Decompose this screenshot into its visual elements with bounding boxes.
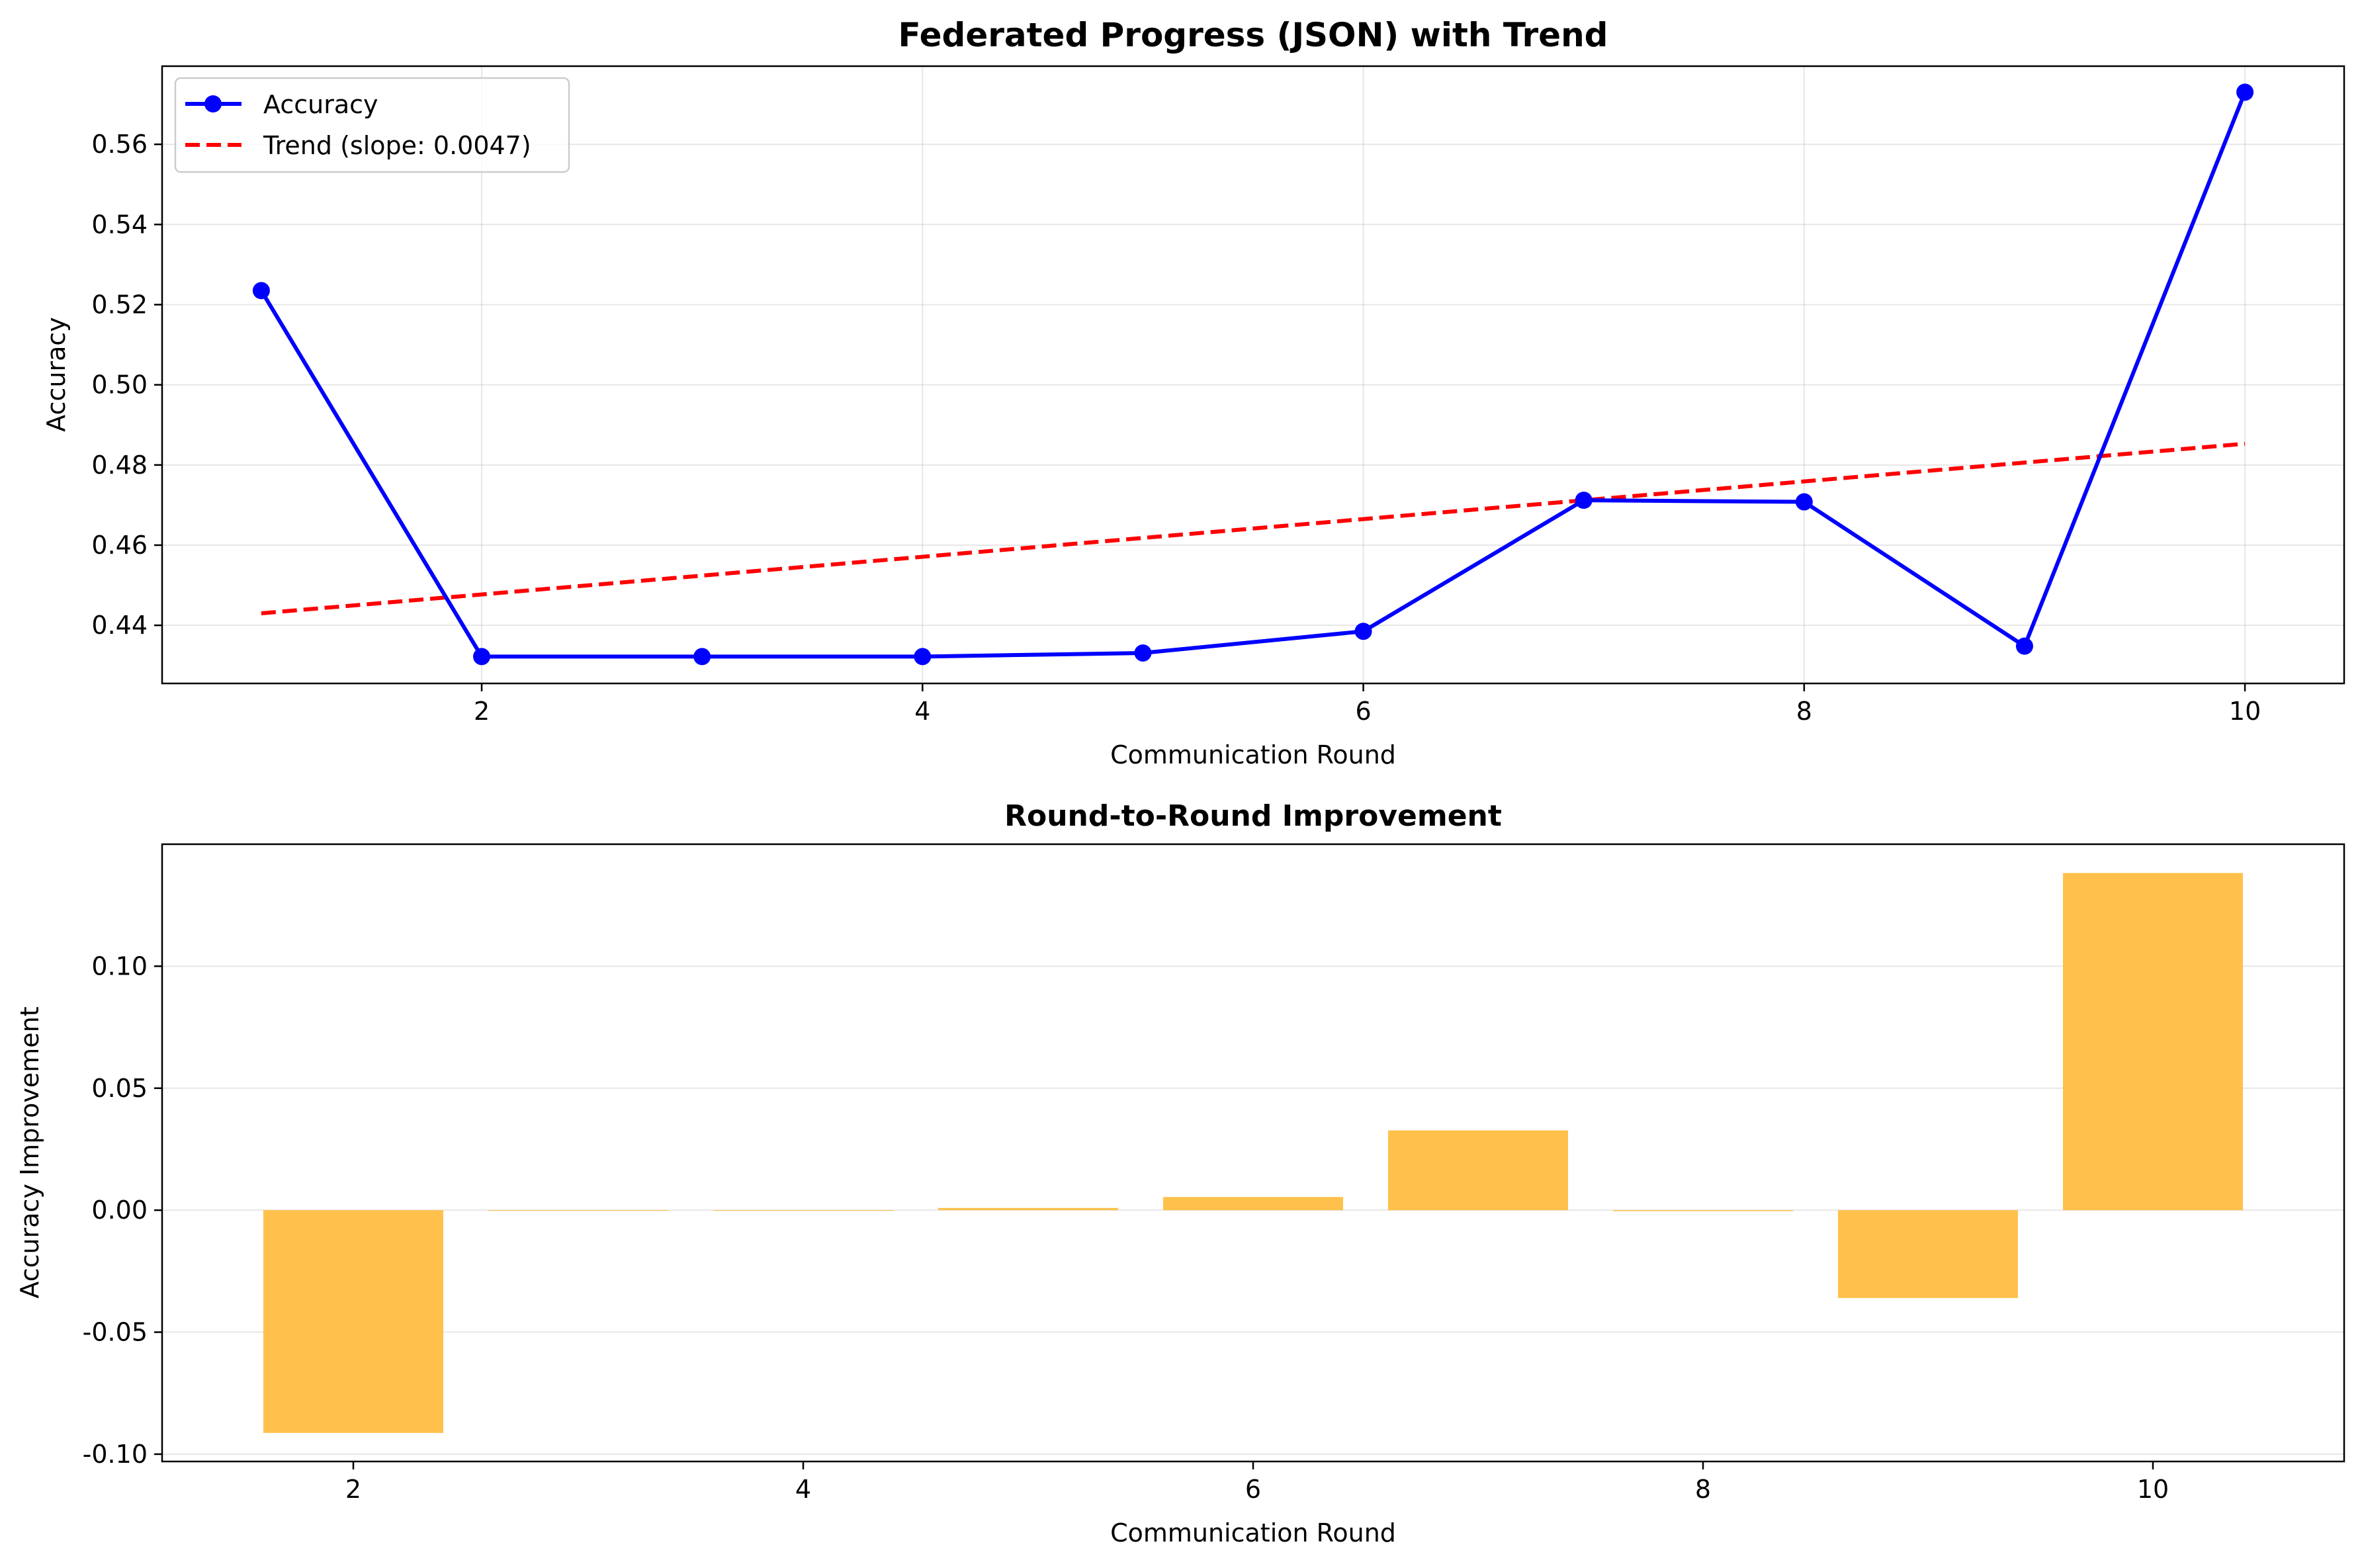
y-tick-label: 0.54 <box>91 210 148 239</box>
x-tick-label: 2 <box>345 1475 361 1504</box>
y-axis-ticks: -0.10 -0.05 0.00 0.05 0.10 <box>83 951 162 1469</box>
y-axis-label: Accuracy <box>42 317 71 432</box>
accuracy-point <box>693 648 711 666</box>
y-tick-label: 0.00 <box>91 1196 148 1225</box>
plot-area-background <box>162 844 2344 1461</box>
bar <box>488 1210 668 1211</box>
improvement-bar-chart: 2 4 6 8 10 -0.10 -0.05 0.00 0.05 0.10 Round-to-R… <box>15 799 2345 1547</box>
y-tick-label: -0.10 <box>83 1440 148 1469</box>
accuracy-point <box>473 648 491 666</box>
trend-line <box>261 441 2246 615</box>
x-tick-label: 10 <box>2137 1475 2169 1504</box>
bar <box>263 1210 443 1433</box>
bar <box>1163 1197 1343 1211</box>
y-tick-label: 0.52 <box>91 290 148 319</box>
accuracy-point <box>914 648 932 666</box>
x-axis-label: Communication Round <box>1110 1518 1396 1547</box>
bars <box>263 873 2243 1433</box>
bar <box>1388 1130 1568 1211</box>
x-axis-ticks: 2 4 6 8 10 <box>474 683 2261 726</box>
bar <box>1838 1210 2018 1298</box>
x-tick-label: 4 <box>914 697 930 726</box>
x-axis-ticks: 2 4 6 8 10 <box>345 1461 2169 1504</box>
legend: Accuracy Trend (slope: 0.0047) <box>174 77 570 173</box>
chart-title: Federated Progress (JSON) with Trend <box>898 16 1608 54</box>
y-tick-label: 0.44 <box>91 611 148 640</box>
y-tick-label: 0.56 <box>91 130 148 159</box>
legend-box <box>174 77 570 173</box>
accuracy-point <box>2015 637 2033 655</box>
x-tick-label: 10 <box>2229 697 2261 726</box>
bar <box>938 1207 1118 1211</box>
accuracy-point <box>1795 493 1813 511</box>
y-axis-label: Accuracy Improvement <box>15 1006 44 1298</box>
y-tick-label: 0.10 <box>91 951 148 980</box>
x-axis-label: Communication Round <box>1110 740 1396 769</box>
y-tick-label: 0.48 <box>91 451 148 480</box>
accuracy-layer <box>252 83 2254 666</box>
accuracy-point <box>1575 492 1593 509</box>
accuracy-line <box>259 91 2247 659</box>
y-tick-label: 0.50 <box>91 370 148 400</box>
x-tick-label: 8 <box>1695 1475 1711 1504</box>
legend-accuracy-label: Accuracy <box>263 90 378 119</box>
y-axis-ticks: 0.44 0.46 0.48 0.50 0.52 0.54 0.56 <box>91 130 162 640</box>
plot-frame <box>161 65 2345 685</box>
bar <box>1613 1210 1793 1211</box>
x-tick-label: 2 <box>474 697 490 726</box>
x-tick-label: 8 <box>1796 697 1812 726</box>
chart-title: Round-to-Round Improvement <box>1004 799 1502 833</box>
y-tick-label: -0.05 <box>83 1318 148 1347</box>
bar <box>2063 873 2243 1211</box>
legend-accuracy-marker <box>204 95 222 112</box>
accuracy-point <box>1134 644 1152 662</box>
y-tick-label: 0.46 <box>91 531 148 560</box>
accuracy-line-chart: 2 4 6 8 10 0.44 0.46 0.48 0.50 0.52 0.54 0.56 Fede… <box>42 16 2345 769</box>
x-tick-label: 4 <box>795 1475 811 1504</box>
accuracy-point <box>1354 623 1372 640</box>
accuracy-point <box>252 282 270 300</box>
x-tick-label: 6 <box>1245 1475 1261 1504</box>
y-tick-label: 0.05 <box>91 1074 148 1103</box>
x-tick-label: 6 <box>1355 697 1371 726</box>
trend-layer <box>261 441 2246 615</box>
legend-trend-label: Trend (slope: 0.0047) <box>263 131 531 160</box>
gridlines <box>162 66 2344 683</box>
accuracy-point <box>2236 83 2254 101</box>
bar <box>713 1210 893 1211</box>
